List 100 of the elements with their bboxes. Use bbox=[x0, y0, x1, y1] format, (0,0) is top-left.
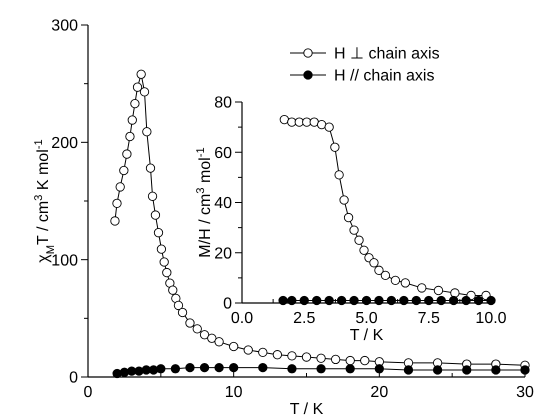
point bbox=[424, 296, 434, 306]
point bbox=[520, 365, 530, 375]
point bbox=[417, 283, 426, 293]
point bbox=[349, 225, 359, 235]
point bbox=[449, 296, 458, 306]
point bbox=[154, 228, 164, 238]
point bbox=[148, 365, 158, 375]
point bbox=[146, 164, 156, 173]
point bbox=[168, 286, 178, 295]
point bbox=[450, 288, 460, 298]
y-tick-label: 200 bbox=[51, 134, 78, 152]
legend-label: H ⊥ chain axis bbox=[334, 46, 440, 63]
point bbox=[386, 296, 396, 306]
point bbox=[432, 365, 442, 375]
point bbox=[317, 120, 326, 130]
point bbox=[346, 364, 355, 374]
point bbox=[324, 296, 334, 306]
point bbox=[192, 324, 202, 334]
point bbox=[287, 364, 297, 374]
point bbox=[300, 296, 309, 306]
point bbox=[302, 117, 312, 127]
point bbox=[185, 318, 195, 328]
point bbox=[125, 132, 135, 142]
x-tick-label: 30 bbox=[516, 384, 534, 401]
point bbox=[374, 266, 384, 275]
point bbox=[330, 142, 340, 152]
point bbox=[287, 117, 296, 127]
point bbox=[136, 70, 146, 79]
point bbox=[312, 296, 322, 306]
point bbox=[390, 276, 400, 286]
point bbox=[156, 364, 166, 374]
point bbox=[122, 149, 132, 159]
point bbox=[200, 362, 210, 372]
point bbox=[302, 352, 312, 362]
point bbox=[130, 98, 140, 108]
point bbox=[140, 87, 150, 97]
point bbox=[200, 330, 210, 340]
x-tick-label: 5.0 bbox=[355, 310, 378, 327]
point bbox=[287, 351, 297, 361]
y-tick-label: 60 bbox=[214, 144, 232, 162]
point bbox=[354, 236, 364, 245]
point bbox=[359, 246, 369, 255]
x-tick-label: 0.0 bbox=[230, 310, 254, 327]
x-tick-label: 20 bbox=[370, 384, 388, 401]
point bbox=[116, 182, 125, 192]
point bbox=[272, 350, 282, 360]
point bbox=[229, 342, 238, 352]
point bbox=[110, 216, 120, 226]
point bbox=[310, 117, 319, 127]
point bbox=[214, 362, 224, 372]
point bbox=[119, 166, 128, 176]
point bbox=[474, 296, 484, 306]
point bbox=[412, 296, 421, 306]
point bbox=[258, 348, 268, 357]
point bbox=[278, 296, 288, 306]
point bbox=[229, 362, 238, 372]
point bbox=[132, 82, 142, 92]
point bbox=[369, 258, 379, 268]
point bbox=[374, 364, 384, 374]
point bbox=[339, 195, 349, 205]
point bbox=[165, 278, 175, 288]
point bbox=[207, 334, 216, 343]
point bbox=[486, 296, 496, 306]
point bbox=[362, 296, 372, 306]
y-tick-label: 300 bbox=[51, 18, 78, 35]
point bbox=[142, 127, 152, 136]
point bbox=[170, 364, 180, 374]
point bbox=[128, 115, 137, 125]
point bbox=[178, 308, 188, 318]
point bbox=[150, 210, 160, 220]
y-tick-label: 20 bbox=[214, 245, 232, 262]
point bbox=[461, 296, 471, 306]
point bbox=[287, 296, 296, 306]
point bbox=[360, 356, 370, 366]
point bbox=[462, 365, 472, 375]
point bbox=[112, 368, 122, 378]
point bbox=[316, 364, 326, 374]
point bbox=[160, 257, 169, 267]
point bbox=[162, 268, 172, 278]
point bbox=[491, 365, 501, 375]
point bbox=[344, 212, 354, 222]
point bbox=[112, 198, 122, 208]
point bbox=[324, 122, 334, 132]
y-tick-label: 80 bbox=[214, 94, 232, 112]
point bbox=[294, 117, 304, 127]
point bbox=[374, 296, 384, 306]
point bbox=[434, 286, 444, 296]
point bbox=[380, 270, 390, 280]
point bbox=[330, 354, 340, 364]
x-tick-label: 10 bbox=[224, 384, 243, 401]
point bbox=[399, 296, 408, 306]
y-tick-label: 40 bbox=[214, 195, 232, 212]
x-tick-label: 10.0 bbox=[475, 310, 507, 327]
legend-label: H // chain axis bbox=[334, 68, 434, 85]
point bbox=[258, 362, 268, 372]
point bbox=[436, 296, 446, 306]
point bbox=[404, 365, 414, 375]
x-axis-title: T / K bbox=[350, 327, 384, 344]
point bbox=[336, 296, 346, 306]
point bbox=[244, 345, 253, 355]
